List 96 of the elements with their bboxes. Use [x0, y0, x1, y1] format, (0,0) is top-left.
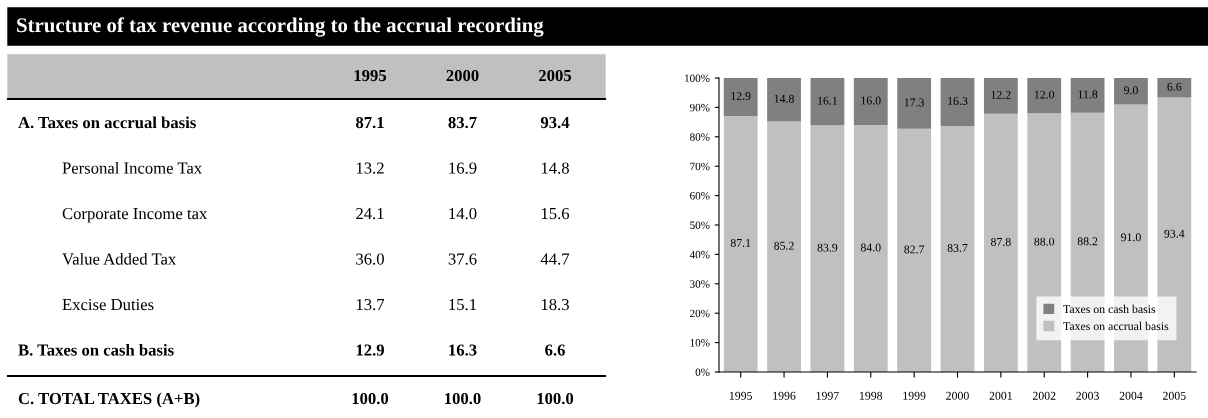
x-tick-label: 1995 [729, 391, 753, 400]
bar [723, 78, 758, 116]
data-label: 84.0 [860, 243, 881, 252]
data-label: 83.9 [817, 243, 838, 252]
text: Structure of tax revenue according to the accrual recording [17, 17, 544, 37]
y-tick-label: 70% [690, 162, 710, 171]
text: 15.1 [449, 299, 477, 311]
y-tick-label: 30% [690, 280, 710, 288]
text: 14.0 [449, 207, 477, 220]
text: 44.7 [540, 253, 570, 265]
bar [723, 115, 758, 372]
bar [940, 78, 975, 126]
x-tick-label: 1998 [860, 391, 883, 400]
data-label: 91.0 [1121, 233, 1141, 242]
x-tick-label: 2004 [1119, 391, 1143, 400]
bar [983, 78, 1018, 114]
text: 37.6 [448, 253, 477, 265]
data-label: 9.0 [1123, 86, 1138, 95]
data-label: 17.3 [904, 98, 925, 107]
y-tick-label: 40% [689, 250, 710, 259]
category-label: 2000 [446, 69, 479, 82]
category-label: 2005 [539, 69, 572, 82]
data-label: 16.1 [818, 96, 838, 105]
y-tick-label: 100% [685, 74, 710, 82]
data-label: 11.8 [1078, 90, 1098, 99]
x-tick-label: 2005 [1163, 391, 1186, 400]
text: 87.1 [355, 116, 384, 129]
text: 6.6 [545, 344, 565, 356]
data-label: 88.0 [1034, 237, 1055, 246]
text: 16.9 [449, 162, 477, 174]
x-tick-label: 2000 [946, 391, 969, 400]
bar [1070, 78, 1105, 113]
bar [983, 113, 1018, 372]
data-label: 87.8 [990, 237, 1011, 246]
y-tick-label: 60% [690, 192, 710, 200]
category-label: Personal Income Tax [62, 161, 202, 174]
text: 13.2 [356, 162, 384, 174]
data-label: 16.0 [861, 96, 881, 105]
data-label: 88.2 [1077, 237, 1098, 246]
bar [810, 125, 845, 372]
x-tick-label: 1996 [773, 391, 796, 400]
data-label: 12.0 [1034, 90, 1055, 99]
bar [767, 78, 801, 122]
data-label: 14.8 [774, 94, 794, 103]
bar [810, 78, 845, 126]
text: 18.3 [541, 298, 569, 311]
text: 13.7 [356, 298, 385, 311]
data-label: 87.1 [730, 238, 751, 247]
y-tick-label: 0% [695, 368, 710, 376]
category-label: 1995 [354, 69, 387, 82]
x-tick-label: 2001 [989, 391, 1012, 400]
data-label: 16.3 [948, 96, 968, 105]
bar [767, 121, 801, 372]
category-label: A. Taxes on accrual basis [18, 116, 196, 129]
text: 24.1 [356, 207, 384, 220]
text: 100.0 [537, 392, 574, 405]
bar [1157, 78, 1192, 98]
bar [1027, 78, 1062, 114]
text: 16.3 [449, 344, 477, 356]
bar [940, 125, 975, 372]
text: 14.8 [541, 162, 569, 174]
y-tick-label: 90% [689, 103, 710, 112]
y-tick-label: 10% [690, 339, 710, 347]
data-label: 12.2 [991, 90, 1011, 99]
y-tick-label: 20% [690, 309, 710, 318]
legend-label: Taxes on cash basis [1063, 304, 1156, 314]
bar [853, 125, 888, 372]
text: 83.7 [448, 116, 477, 129]
text: 100.0 [445, 392, 481, 405]
data-label: 93.4 [1164, 229, 1185, 238]
category-label: C. TOTAL TAXES (A+B) [18, 392, 200, 408]
text: 12.9 [356, 344, 384, 356]
text: 93.4 [540, 116, 570, 129]
y-tick-label: 50% [690, 221, 710, 229]
category-label: Excise Duties [62, 298, 154, 311]
x-tick-label: 2002 [1032, 391, 1056, 400]
data-label: 83.7 [947, 243, 968, 252]
bar [1114, 78, 1148, 105]
legend-label: Taxes on accrual basis [1063, 321, 1169, 331]
x-tick-label: 1999 [903, 391, 926, 400]
bar [897, 78, 932, 129]
bar [897, 128, 932, 372]
data-label: 85.2 [774, 241, 794, 250]
data-label: 6.6 [1167, 82, 1182, 91]
y-tick-label: 80% [690, 133, 710, 141]
text: 100.0 [352, 392, 389, 405]
x-tick-label: 2003 [1076, 391, 1099, 400]
bar [853, 78, 888, 126]
data-label: 12.9 [731, 91, 751, 100]
category-label: Corporate Income tax [62, 207, 208, 223]
text: 36.0 [356, 253, 384, 265]
category-label: B. Taxes on cash basis [18, 343, 174, 356]
x-tick-label: 1997 [816, 391, 839, 400]
category-label: Value Added Tax [62, 252, 177, 265]
data-label: 82.7 [904, 245, 925, 254]
text: 15.6 [541, 207, 570, 220]
